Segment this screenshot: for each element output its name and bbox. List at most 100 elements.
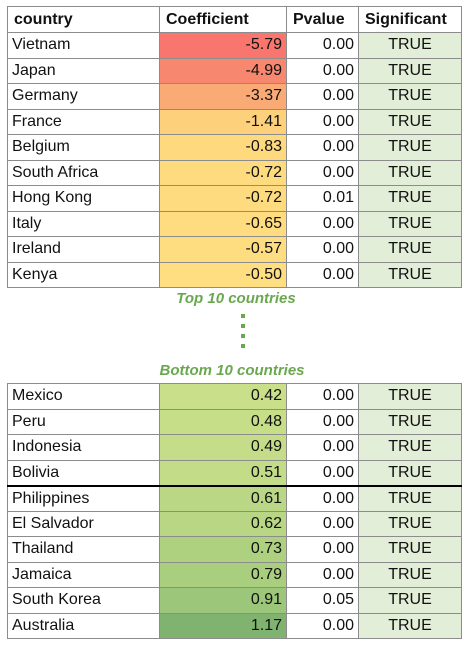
bottom-countries-table: Mexico 0.42 0.00 TRUE Peru 0.48 0.00 TRUE Indone… xyxy=(7,383,462,639)
significant-cell: TRUE xyxy=(358,587,462,614)
table-row: El Salvador 0.62 0.00 TRUE xyxy=(7,510,462,537)
significant-cell: TRUE xyxy=(358,108,462,135)
pvalue-cell: 0.00 xyxy=(286,210,359,237)
coefficient-cell: -5.79 xyxy=(159,32,287,59)
header-pvalue: Pvalue xyxy=(286,6,359,33)
table-row: Indonesia 0.49 0.00 TRUE xyxy=(7,434,462,461)
significant-cell: TRUE xyxy=(358,434,462,461)
coefficient-cell: -0.57 xyxy=(159,236,287,263)
country-cell: France xyxy=(7,108,160,135)
table-row: South Korea 0.91 0.05 TRUE xyxy=(7,587,462,614)
pvalue-cell: 0.05 xyxy=(286,587,359,614)
country-cell: Thailand xyxy=(7,536,160,563)
significant-cell: TRUE xyxy=(358,159,462,186)
pvalue-cell: 0.00 xyxy=(286,612,359,639)
coefficient-cell: 0.48 xyxy=(159,408,287,435)
significant-cell: TRUE xyxy=(358,459,462,486)
country-cell: Philippines xyxy=(7,484,160,512)
coefficient-cell: 0.73 xyxy=(159,536,287,563)
coefficient-cell: 0.49 xyxy=(159,434,287,461)
country-cell: Peru xyxy=(7,408,160,435)
table-row: South Africa -0.72 0.00 TRUE xyxy=(7,159,462,186)
significant-cell: TRUE xyxy=(358,134,462,161)
table-row: Australia 1.17 0.00 TRUE xyxy=(7,612,462,639)
country-cell: Italy xyxy=(7,210,160,237)
country-cell: Australia xyxy=(7,612,160,639)
table-row: Germany -3.37 0.00 TRUE xyxy=(7,83,462,110)
country-cell: Japan xyxy=(7,57,160,84)
country-cell: El Salvador xyxy=(7,510,160,537)
coefficient-cell: -3.37 xyxy=(159,83,287,110)
pvalue-cell: 0.00 xyxy=(286,32,359,59)
significant-cell: TRUE xyxy=(358,210,462,237)
pvalue-cell: 0.00 xyxy=(286,408,359,435)
table-row: Japan -4.99 0.00 TRUE xyxy=(7,57,462,84)
country-cell: Belgium xyxy=(7,134,160,161)
significant-cell: TRUE xyxy=(358,408,462,435)
coefficient-cell: -1.41 xyxy=(159,108,287,135)
country-cell: South Korea xyxy=(7,587,160,614)
significant-cell: TRUE xyxy=(358,510,462,537)
table-row: Kenya -0.50 0.00 TRUE xyxy=(7,261,462,288)
significant-cell: TRUE xyxy=(358,57,462,84)
pvalue-cell: 0.00 xyxy=(286,236,359,263)
pvalue-cell: 0.00 xyxy=(286,510,359,537)
coefficient-cell: 0.79 xyxy=(159,561,287,588)
table-row: Bolivia 0.51 0.00 TRUE xyxy=(7,459,462,486)
pvalue-cell: 0.00 xyxy=(286,383,359,410)
pvalue-cell: 0.00 xyxy=(286,434,359,461)
coefficient-cell: 0.61 xyxy=(159,484,287,512)
pvalue-cell: 0.01 xyxy=(286,185,359,212)
pvalue-cell: 0.00 xyxy=(286,134,359,161)
pvalue-cell: 0.00 xyxy=(286,484,359,512)
pvalue-cell: 0.00 xyxy=(286,108,359,135)
table-row: Philippines 0.61 0.00 TRUE xyxy=(7,484,462,512)
significant-cell: TRUE xyxy=(358,561,462,588)
top-countries-table: country Coefficient Pvalue Significant V… xyxy=(7,6,462,288)
significant-cell: TRUE xyxy=(358,536,462,563)
bottom-table-body: Mexico 0.42 0.00 TRUE Peru 0.48 0.00 TRUE Indone… xyxy=(7,383,462,639)
table-row: Peru 0.48 0.00 TRUE xyxy=(7,408,462,435)
pvalue-cell: 0.00 xyxy=(286,459,359,486)
coefficient-cell: -0.65 xyxy=(159,210,287,237)
significant-cell: TRUE xyxy=(358,83,462,110)
significant-cell: TRUE xyxy=(358,612,462,639)
table-row: Vietnam -5.79 0.00 TRUE xyxy=(7,32,462,59)
coefficient-cell: -0.50 xyxy=(159,261,287,288)
table-row: Hong Kong -0.72 0.01 TRUE xyxy=(7,185,462,212)
coefficient-cell: -0.72 xyxy=(159,185,287,212)
top-caption: Top 10 countries xyxy=(176,290,296,307)
country-cell: Vietnam xyxy=(7,32,160,59)
significant-cell: TRUE xyxy=(358,185,462,212)
significant-cell: TRUE xyxy=(358,236,462,263)
table-row: Thailand 0.73 0.00 TRUE xyxy=(7,536,462,563)
country-cell: Jamaica xyxy=(7,561,160,588)
bottom-caption: Bottom 10 countries xyxy=(159,362,305,379)
coefficient-cell: -0.83 xyxy=(159,134,287,161)
pvalue-cell: 0.00 xyxy=(286,57,359,84)
significant-cell: TRUE xyxy=(358,383,462,410)
table-row: Jamaica 0.79 0.00 TRUE xyxy=(7,561,462,588)
pvalue-cell: 0.00 xyxy=(286,536,359,563)
table-row: Mexico 0.42 0.00 TRUE xyxy=(7,383,462,410)
header-row: country Coefficient Pvalue Significant xyxy=(7,6,462,33)
coefficient-cell: 0.42 xyxy=(159,383,287,410)
significant-cell: TRUE xyxy=(358,32,462,59)
table-row: Belgium -0.83 0.00 TRUE xyxy=(7,134,462,161)
country-cell: Indonesia xyxy=(7,434,160,461)
significant-cell: TRUE xyxy=(358,261,462,288)
pvalue-cell: 0.00 xyxy=(286,561,359,588)
pvalue-cell: 0.00 xyxy=(286,159,359,186)
pvalue-cell: 0.00 xyxy=(286,83,359,110)
header-coefficient: Coefficient xyxy=(159,6,287,33)
pvalue-cell: 0.00 xyxy=(286,261,359,288)
coefficient-cell: -0.72 xyxy=(159,159,287,186)
coefficient-cell: 1.17 xyxy=(159,612,287,639)
table-row: Ireland -0.57 0.00 TRUE xyxy=(7,236,462,263)
ellipsis-dots xyxy=(241,314,247,360)
country-cell: Ireland xyxy=(7,236,160,263)
country-cell: South Africa xyxy=(7,159,160,186)
country-cell: Mexico xyxy=(7,383,160,410)
significant-cell: TRUE xyxy=(358,484,462,512)
coefficient-cell: 0.91 xyxy=(159,587,287,614)
